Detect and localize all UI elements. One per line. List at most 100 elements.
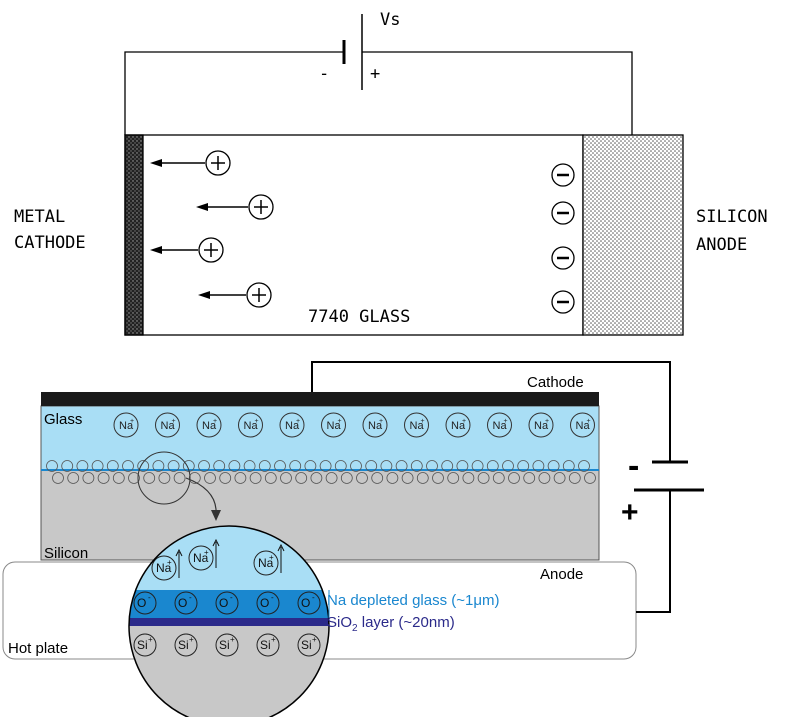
- magnified-si-ion-charge: +: [189, 635, 194, 644]
- interface-o2-ion: [243, 460, 256, 472]
- interface-si-ion: [568, 472, 581, 484]
- positive-ion-group: [150, 150, 231, 176]
- ion-arrow-head: [198, 291, 210, 299]
- na-ion-charge: +: [172, 418, 176, 425]
- magnified-na-ion: Na+: [253, 543, 285, 576]
- interface-o2-ion: [502, 460, 514, 472]
- na-ion-label: Na: [202, 420, 217, 432]
- interface-si-ion: [325, 472, 338, 484]
- interface-si-ion: [234, 472, 247, 484]
- magnified-o2-ion: O-: [297, 591, 321, 615]
- anode-label: Anode: [540, 566, 583, 583]
- na-ion: Na+: [279, 412, 305, 438]
- magnified-o2-ion-charge: -: [148, 593, 151, 602]
- interface-si-ion: [219, 472, 232, 484]
- magnified-o2-ion-charge: -: [189, 593, 192, 602]
- na-ion-charge: +: [130, 418, 134, 425]
- interface-o2-ion: [365, 460, 378, 472]
- magnified-si-ion: Si +: [133, 633, 157, 657]
- na-ion-circle: [196, 412, 222, 438]
- interface-o2-ion: [91, 460, 104, 472]
- na-ion-label: Na: [410, 420, 425, 432]
- magnified-o2-ion-label: O: [178, 596, 187, 610]
- magnified-na-ion-circle: [151, 555, 177, 581]
- interface-si-ion: [310, 472, 323, 484]
- magnified-si-ion-charge: +: [230, 635, 235, 644]
- na-ion-label: Na: [119, 420, 134, 432]
- magnified-si-ion-label: Si: [260, 638, 271, 652]
- na-up-arrow-head: [175, 548, 183, 557]
- top-circuit-wire: [124, 51, 633, 135]
- magnified-o2-ion-circle: [215, 591, 239, 615]
- magnified-o2-ion-circle: [297, 591, 321, 615]
- na-ion: Na+: [155, 412, 180, 438]
- interface-si-ion: [82, 472, 95, 484]
- interface-o2-ion: [410, 460, 423, 472]
- interface-o2-ion: [76, 460, 89, 472]
- na-ion-label: Na: [161, 420, 176, 432]
- interface-si-ion: [432, 472, 444, 484]
- na-ion: Na+: [113, 412, 139, 438]
- magnified-si-ion-label: Si: [301, 638, 312, 652]
- interface-si-ion: [462, 472, 475, 484]
- interface-o2-ion: [106, 460, 119, 472]
- magnified-si-ion-charge: +: [271, 635, 276, 644]
- magnified-o2-ion: O-: [174, 591, 198, 615]
- magnified-o2-ion-label: O: [301, 596, 310, 610]
- anode-label-line1: SILICON: [696, 207, 768, 227]
- interface-si-ion: [173, 472, 186, 484]
- interface-si-ion: [112, 472, 125, 484]
- hot-plate-label: Hot plate: [8, 640, 68, 657]
- magnified-na-ion-label: Na: [193, 551, 209, 565]
- glass-body: [124, 134, 584, 336]
- negative-ion-group: [551, 163, 575, 187]
- interface-o2-ion: [547, 460, 560, 472]
- magnified-si-ion-label: Si: [137, 638, 148, 652]
- interface-si-ion: [477, 472, 490, 484]
- na-ion-circle: [155, 412, 180, 438]
- interface-si-ion: [492, 472, 505, 484]
- na-ion: Na+: [487, 412, 512, 438]
- interface-si-ion: [416, 472, 429, 484]
- interface-o2-ion: [562, 460, 575, 472]
- magnified-o2-ion-label: O: [219, 596, 228, 610]
- interface-si-ion: [128, 472, 140, 484]
- magnified-si-ion-circle: [174, 633, 198, 657]
- interface-si-ion: [523, 472, 536, 484]
- na-ion: Na+: [362, 412, 388, 438]
- interface-si-ion: [508, 472, 520, 484]
- magnified-na-ion-label: Na: [156, 561, 172, 575]
- silicon-wafer: [40, 469, 600, 561]
- magnified-si-ion: Si +: [297, 633, 321, 657]
- vs-label: Vs: [380, 10, 400, 30]
- magnified-na-ion-charge: +: [204, 548, 209, 557]
- na-ion-circle: [528, 412, 554, 438]
- na-ion-charge: +: [213, 418, 217, 425]
- na-ion-charge: +: [504, 418, 508, 425]
- na-ion-label: Na: [368, 420, 383, 432]
- magnified-o2-ion: O-: [133, 591, 157, 615]
- interface-o2-ion: [198, 460, 210, 472]
- na-ion-label: Na: [244, 420, 259, 432]
- interface-o2-ion: [456, 460, 469, 472]
- interface-si-ion: [295, 472, 308, 484]
- na-up-arrow-head: [277, 543, 285, 552]
- na-ion-circle: [279, 412, 305, 438]
- na-ion-circle: [113, 412, 139, 438]
- interface-si-ion: [52, 472, 64, 484]
- magnified-na-ion-circle: [188, 545, 214, 571]
- top-diagram: Vs - + METAL CATHODE SILICON ANODE 7740 …: [14, 10, 768, 336]
- magnified-si-ion-label: Si: [219, 638, 230, 652]
- na-ion-charge: +: [545, 418, 549, 425]
- interface-o2-ion: [517, 460, 530, 472]
- interface-si-ion: [204, 472, 216, 484]
- magnified-o2-ion-charge: -: [230, 593, 233, 602]
- magnified-na-ion-charge: +: [167, 558, 172, 567]
- na-ion-label: Na: [493, 420, 508, 432]
- na-ion-circle: [404, 412, 429, 438]
- na-ion-label: Na: [576, 420, 591, 432]
- interface-o2-ion: [441, 460, 454, 472]
- na-ion: Na+: [570, 412, 595, 438]
- bottom-circuit-wire: [311, 361, 671, 613]
- interface-si-ion: [340, 472, 353, 484]
